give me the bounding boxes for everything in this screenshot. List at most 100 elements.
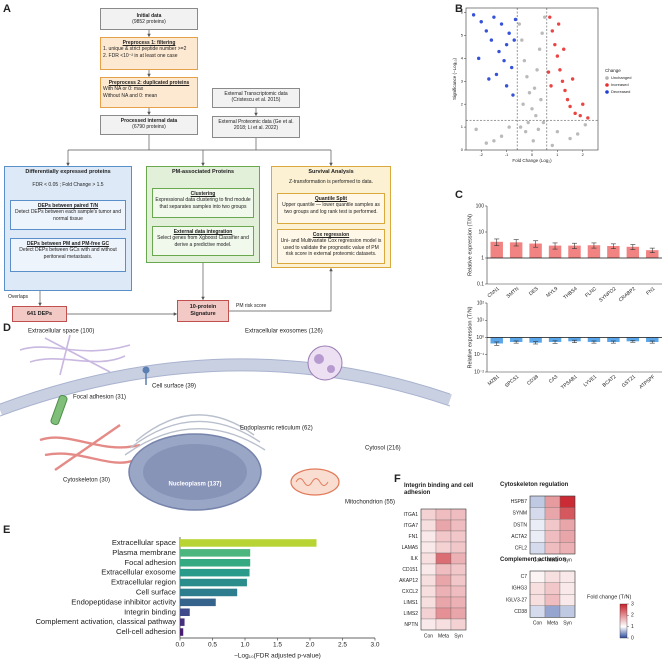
overlaps-label: Overlaps [8,294,29,300]
x-tick-label: 2 [582,152,585,157]
pm-sub-box: External data integration Select genes f… [152,226,254,256]
y-tick-label: 10⁻² [474,369,484,375]
point [581,102,585,106]
bar [490,337,503,344]
bar [607,337,620,342]
point [512,38,516,42]
x-axis-label: −Log₁₀(FDR adjusted p-value) [234,653,321,660]
point [534,113,538,118]
x-tick-label: 1 [556,152,559,157]
flow-arrows [38,30,333,316]
column-label: Con [533,621,542,627]
point [550,29,555,33]
point [527,91,532,95]
category-label: Complement activation, classical pathway [35,617,176,626]
point [536,127,541,132]
signature-box: 10-protein Signature [177,300,229,322]
box-title: DEPs between PM and PM-free GC [26,241,110,247]
bar [568,337,581,342]
point [556,22,561,26]
row-label: ITGA1 [404,512,419,518]
bar [180,558,251,567]
point [532,86,537,90]
receptor-head [142,366,150,374]
point [525,75,529,79]
y-tick-label: 10 [478,229,484,235]
colorbar-tick-label: 1 [631,624,634,630]
box-title: Preprocess 1: filtering [122,40,176,46]
box-title: Cox regression [312,232,350,238]
y-tick-label: 10⁻¹ [474,352,484,358]
column-label: Syn [563,557,572,563]
filament [44,452,136,464]
cell-label: Cytoskeleton (30) [63,478,110,484]
panel-label: E [3,524,10,536]
point [535,68,539,72]
category-label: Extracellular region [111,578,176,587]
bar [626,246,640,258]
point [586,116,590,120]
heatmap-title: Complement activation [500,557,567,563]
cell-label: Focal adhesion (31) [73,395,126,401]
x-tick-label: 3.0 [370,642,379,649]
point [523,129,528,134]
risk-score-label: PM risk score [236,303,267,309]
pm-sub-box: Clustering Expressional data clustering … [152,188,254,218]
box-text: External Transcriptomic data (Cristescu … [224,91,288,104]
bar [509,337,523,342]
point [558,68,562,72]
bar [548,337,562,342]
column-label: Syn [563,621,572,627]
cell-label: Extracellular exosomes (126) [245,329,323,335]
point [562,47,566,51]
box-text: 2. FDR <10⁻² in at least one case [103,52,178,59]
point [479,20,483,24]
column-label: Syn [454,633,463,639]
row-label: IGHG3 [511,586,527,592]
dep-sub-box: DEPs between paired T/N Detect DEPs betw… [10,200,126,230]
heatmap-frame [420,508,467,631]
box-text: Z-transformation is performed to data. [289,178,373,185]
deps-box: 641 DEPs [12,306,67,322]
point [507,125,511,129]
y-tick-label: 10⁰ [476,335,484,341]
point [511,93,515,97]
heatmap-frame [529,570,576,618]
heatmap-title: Cytoskeleton regulation [500,482,569,488]
box-title: Initial data [136,13,162,19]
row-label: C7 [521,574,528,580]
colorbar [619,603,628,639]
x-tick-label: 0 [531,152,534,157]
cell-label: Endoplasmic reticulum (62) [240,426,313,432]
box-title: Preprocess 2: duplicated proteins [108,80,190,86]
point [520,38,524,42]
bar [568,245,581,258]
point [570,77,575,81]
y-tick-label: 10¹ [477,318,485,324]
point [541,120,546,125]
point [504,84,509,88]
box-text: Uni- and Multivariate Cox regression mod… [280,238,382,257]
box-title: Differentially expressed proteins [25,169,111,175]
point [546,70,551,74]
cell-membrane [0,358,452,416]
x-tick-label: 0.0 [175,642,184,649]
box-text: Without NA and 0: mean [103,92,158,99]
point [553,42,557,47]
point [487,77,491,81]
row-label: CD38 [514,609,527,615]
x-tick-label: 2.5 [338,642,347,649]
point [518,125,523,129]
bar [180,568,250,577]
point [509,65,514,70]
x-tick-label: -1 [505,152,509,157]
row-label: ILK [410,556,418,562]
external-transcriptomic-box: External Transcriptomic data (Cristescu … [212,88,300,108]
cell-label: Extracellular space (100) [28,329,94,335]
point [560,79,565,83]
point [521,102,525,106]
point [549,84,553,88]
point [563,88,567,93]
point [526,120,530,125]
